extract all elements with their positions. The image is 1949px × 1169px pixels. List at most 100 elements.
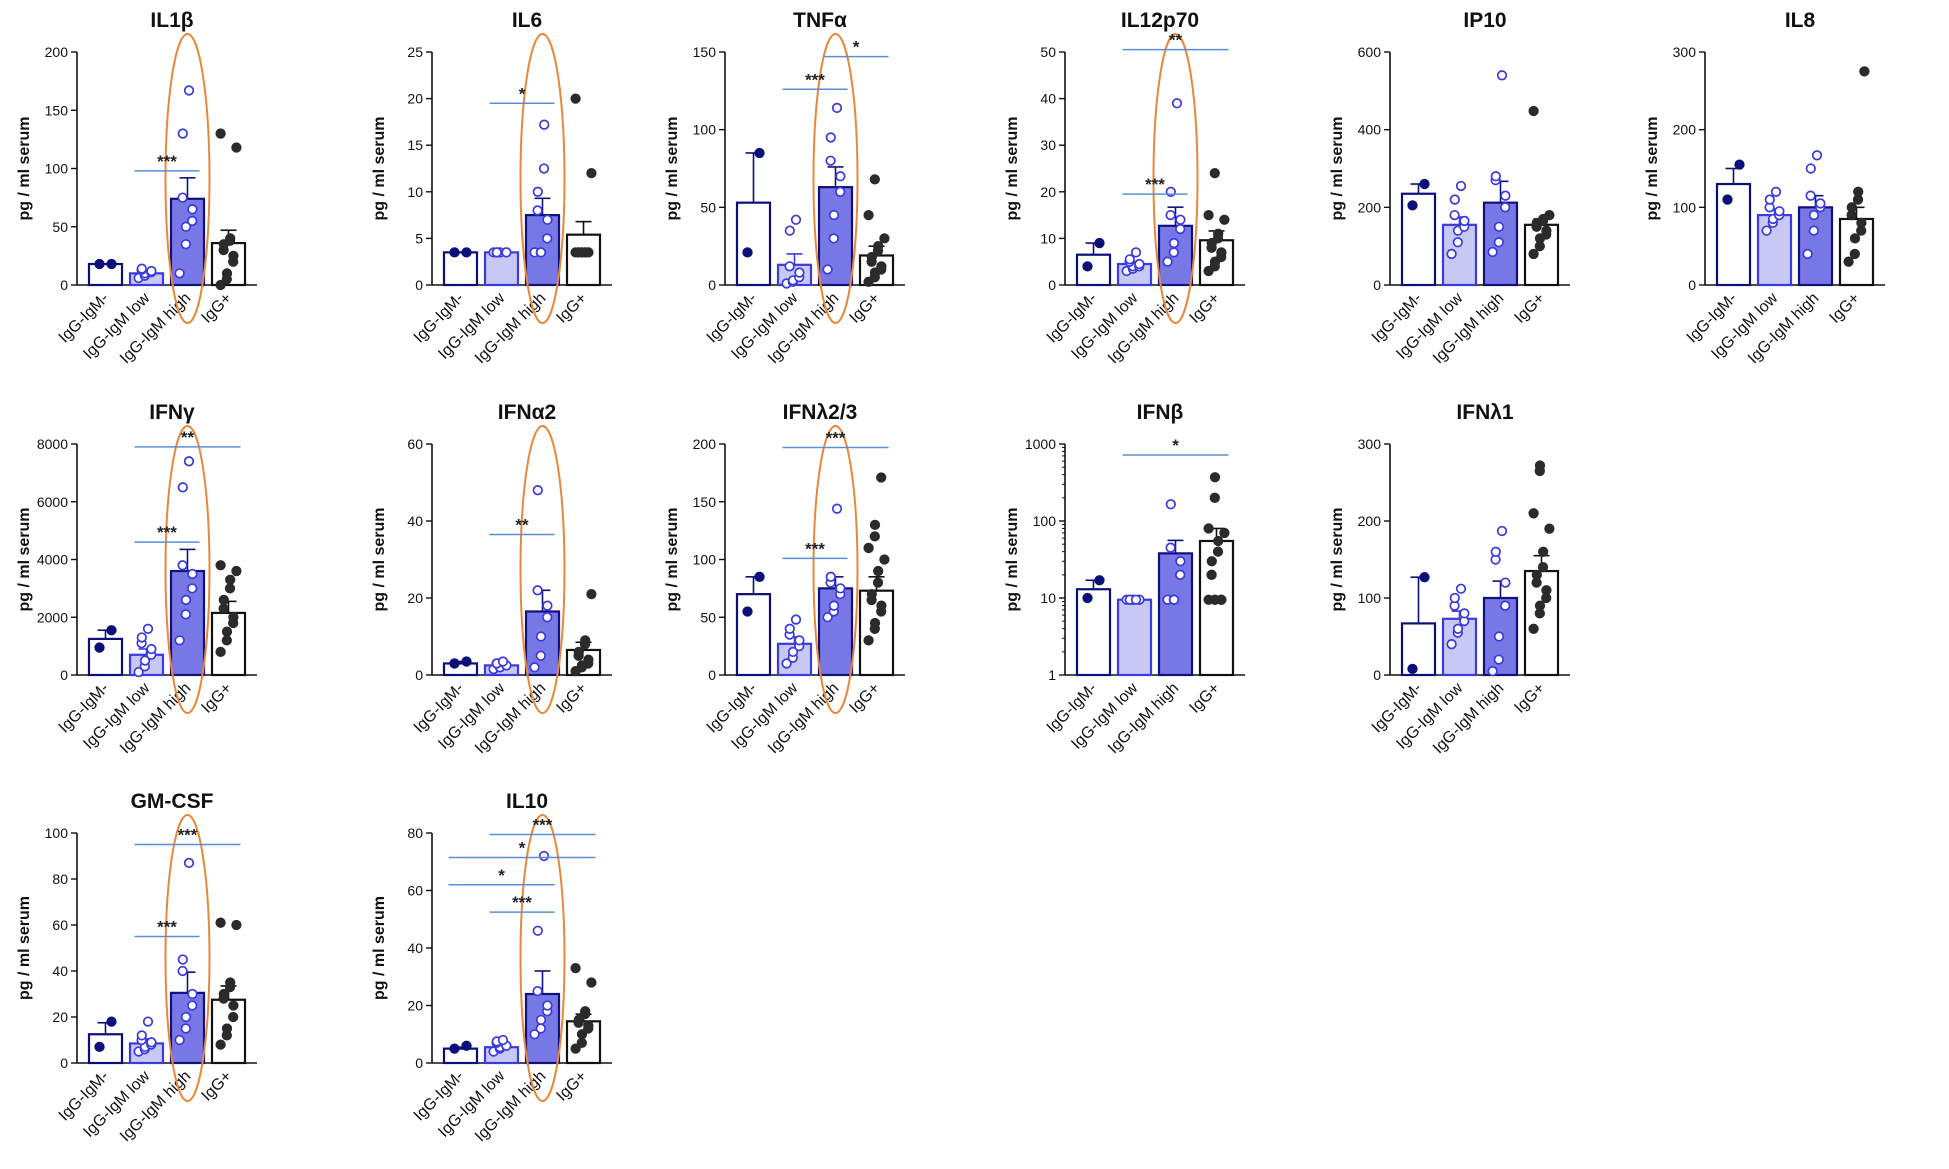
data-point — [1538, 546, 1549, 557]
significance-label: * — [853, 38, 860, 57]
y-tick-label: 8000 — [37, 436, 68, 452]
data-point — [1219, 527, 1230, 539]
data-point — [586, 977, 597, 988]
data-point — [1452, 623, 1464, 634]
x-category-label: IgG+ — [1186, 680, 1223, 717]
data-point — [1808, 225, 1819, 236]
significance-label: ** — [515, 515, 529, 534]
data-point — [535, 631, 547, 642]
y-tick-label: 200 — [1673, 122, 1697, 138]
data-point — [1770, 186, 1782, 197]
data-point — [1500, 577, 1511, 588]
data-point — [1856, 217, 1867, 229]
y-tick-label: 50 — [1040, 44, 1056, 60]
data-point — [1849, 248, 1860, 260]
data-point — [876, 600, 887, 611]
data-point — [583, 654, 594, 665]
y-axis-label: pg / ml serum — [16, 507, 33, 611]
data-point — [187, 1000, 198, 1011]
data-point — [215, 917, 226, 928]
data-point — [1544, 523, 1555, 534]
data-point — [1216, 594, 1227, 605]
data-point — [106, 258, 117, 270]
data-point — [532, 205, 543, 216]
y-tick-label: 10 — [1040, 590, 1056, 606]
data-point — [136, 632, 147, 643]
data-point — [787, 646, 799, 658]
y-tick-label: 50 — [700, 609, 716, 625]
data-point — [1130, 247, 1142, 258]
y-tick-label: 100 — [1033, 513, 1057, 529]
highlight-ellipse — [164, 425, 211, 714]
highlight-ellipse — [1152, 33, 1199, 324]
data-point — [142, 1016, 154, 1027]
y-tick-label: 50 — [700, 199, 716, 215]
data-point — [1407, 663, 1418, 674]
chart-title: IFNγ — [149, 401, 195, 424]
data-point — [94, 642, 105, 653]
data-point — [180, 1023, 191, 1034]
data-point — [174, 635, 185, 646]
significance-label: * — [519, 838, 526, 857]
data-point — [1528, 105, 1539, 117]
significance-label: * — [519, 84, 526, 103]
y-tick-label: 20 — [407, 91, 423, 107]
y-axis-label: pg / ml serum — [371, 116, 388, 220]
chart-title: IL10 — [506, 790, 548, 813]
chart-title: IFNλ1 — [1456, 401, 1514, 424]
data-point — [876, 472, 887, 483]
data-point — [177, 482, 188, 493]
data-point — [529, 662, 540, 673]
highlight-ellipse — [812, 425, 859, 714]
y-tick-label: 60 — [407, 883, 423, 899]
data-point — [825, 132, 836, 143]
data-point — [180, 221, 192, 232]
bar — [735, 593, 772, 677]
y-tick-label: 60 — [52, 917, 68, 933]
data-point — [146, 1037, 157, 1048]
data-point — [1459, 608, 1470, 619]
data-point — [570, 93, 581, 104]
y-tick-label: 150 — [693, 494, 717, 510]
data-point — [461, 1040, 472, 1051]
y-tick-label: 10 — [1040, 230, 1056, 246]
data-point — [1168, 594, 1180, 605]
data-point — [825, 155, 836, 166]
data-point — [1165, 542, 1176, 553]
data-point — [180, 239, 191, 250]
data-point — [570, 962, 581, 974]
bar — [1075, 253, 1112, 287]
data-point — [221, 268, 233, 279]
data-point — [1528, 508, 1539, 519]
data-point — [215, 279, 226, 291]
data-point — [1175, 556, 1186, 567]
significance-label: *** — [805, 539, 825, 558]
data-point — [1206, 569, 1217, 580]
data-point — [215, 560, 226, 571]
data-point — [583, 1020, 594, 1031]
data-point — [94, 258, 105, 270]
data-point — [535, 650, 546, 661]
data-point — [224, 583, 236, 594]
y-tick-label: 20 — [407, 590, 423, 606]
x-category-label: IgG+ — [846, 680, 883, 717]
data-point — [106, 1016, 117, 1027]
data-point — [742, 606, 753, 617]
data-point — [573, 1014, 584, 1026]
data-point — [1419, 572, 1430, 583]
data-point — [1168, 237, 1180, 249]
data-point — [1500, 202, 1511, 213]
data-point — [1764, 194, 1775, 205]
x-category-label: IgG+ — [198, 290, 235, 327]
data-point — [94, 1041, 105, 1053]
data-point — [1175, 223, 1186, 235]
y-tick-label: 100 — [693, 552, 717, 568]
data-point — [183, 456, 195, 467]
y-axis-label: pg / ml serum — [1329, 507, 1346, 611]
bar — [735, 201, 772, 287]
data-point — [879, 554, 890, 565]
